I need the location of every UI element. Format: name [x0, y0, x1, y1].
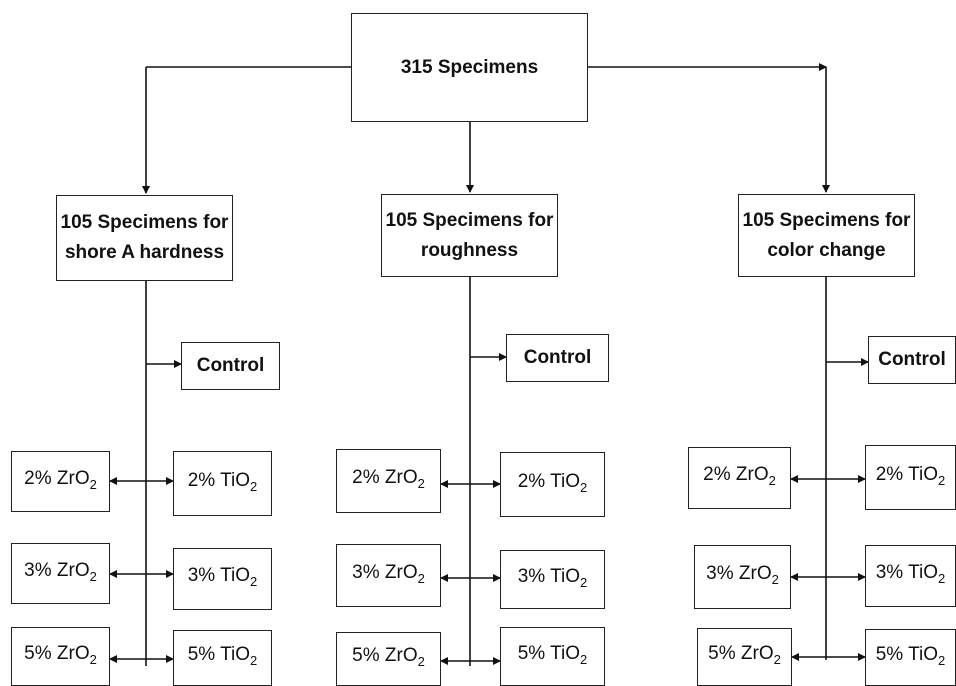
zro2-box: 5% ZrO2 — [11, 627, 110, 686]
tio2-box: 2% TiO2 — [865, 445, 956, 510]
control-label: Control — [878, 349, 946, 370]
tio2-box: 2% TiO2 — [173, 451, 272, 516]
branch-title-line: 105 Specimens for — [385, 209, 554, 231]
tio2-box: 5% TiO2 — [173, 630, 272, 686]
branch-title-line: 105 Specimens for — [742, 209, 911, 231]
branch-box-hardness: 105 Specimens for shore A hardness — [56, 195, 233, 281]
tio2-box: 5% TiO2 — [865, 629, 956, 686]
control-box-hardness: Control — [181, 342, 280, 390]
control-label: Control — [523, 347, 592, 368]
tio2-box: 2% TiO2 — [500, 452, 605, 517]
control-box-roughness: Control — [506, 334, 609, 382]
zro2-box: 2% ZrO2 — [336, 449, 441, 513]
zro2-box: 5% ZrO2 — [697, 628, 792, 686]
control-box-color-change: Control — [868, 336, 956, 384]
root-label: 315 Specimens — [400, 56, 539, 78]
branch-title-line: color change — [767, 239, 886, 261]
branch-title-line: 105 Specimens for — [60, 212, 229, 233]
zro2-box: 3% ZrO2 — [336, 544, 441, 607]
root-box: 315 Specimens — [351, 13, 588, 122]
zro2-box: 3% ZrO2 — [694, 545, 791, 609]
tio2-box: 3% TiO2 — [500, 550, 605, 609]
zro2-box: 2% ZrO2 — [11, 451, 110, 512]
zro2-box: 3% ZrO2 — [11, 543, 110, 604]
tio2-box: 3% TiO2 — [173, 548, 272, 610]
zro2-box: 5% ZrO2 — [336, 632, 441, 686]
tio2-box: 3% TiO2 — [865, 545, 956, 607]
zro2-box: 2% ZrO2 — [688, 447, 791, 509]
branch-title-line: shore A hardness — [64, 242, 225, 263]
tio2-box: 5% TiO2 — [500, 627, 605, 686]
branch-box-roughness: 105 Specimens for roughness — [381, 194, 558, 277]
control-label: Control — [196, 355, 265, 376]
branch-title-line: roughness — [420, 239, 519, 261]
branch-box-color-change: 105 Specimens for color change — [738, 194, 915, 277]
